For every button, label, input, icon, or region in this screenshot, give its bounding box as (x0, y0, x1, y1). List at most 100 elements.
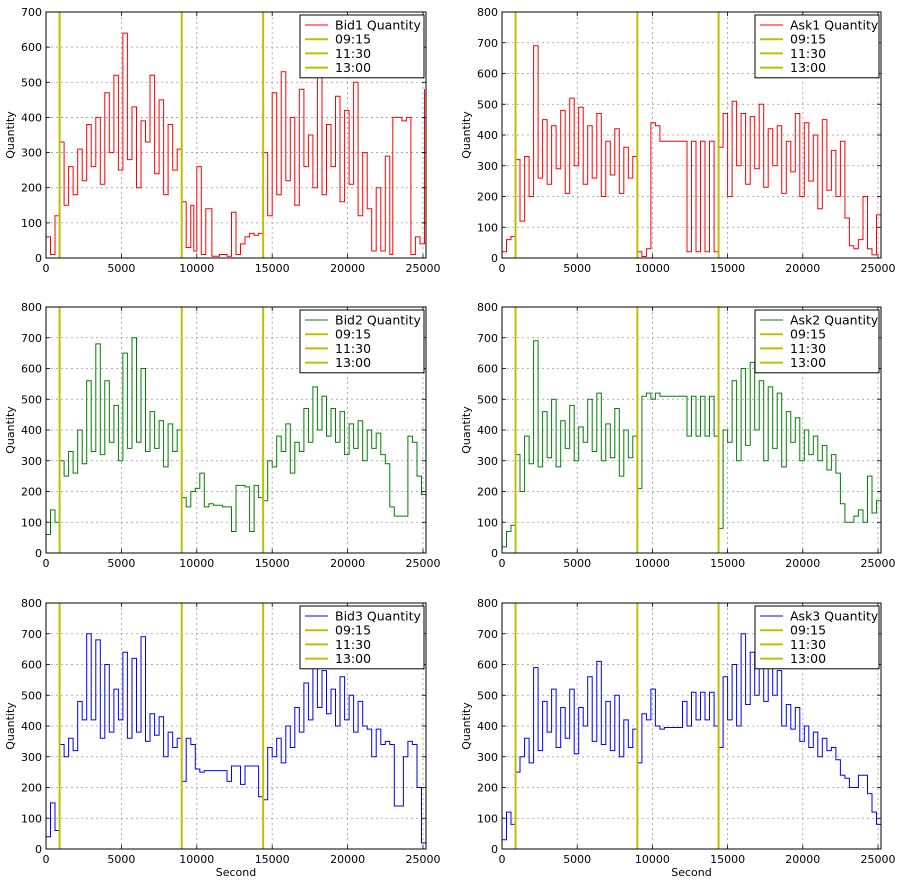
legend-label: 11:30 (790, 46, 826, 61)
y-tick-label: 500 (477, 689, 498, 702)
y-tick-label: 200 (21, 486, 42, 499)
series-line (46, 337, 427, 535)
x-tick-label: 0 (499, 262, 506, 275)
legend-label: 13:00 (335, 651, 371, 666)
y-tick-label: 300 (21, 751, 42, 764)
legend-label: 11:30 (335, 637, 371, 652)
chart-panel-2: 0 5000 10000 15000 20000 25000 0 100 200 300 400 50… (460, 6, 895, 275)
legend-label: Bid1 Quantity (335, 18, 422, 33)
series-line (502, 340, 882, 548)
x-tick-label: 5000 (563, 853, 591, 866)
y-tick-label: 200 (477, 782, 498, 795)
legend-label: Ask3 Quantity (790, 609, 879, 624)
y-tick-label: 700 (21, 6, 42, 19)
x-tick-label: 0 (499, 557, 506, 570)
y-tick-label: 500 (477, 393, 498, 406)
x-tick-label: 25000 (405, 557, 440, 570)
y-tick-label: 500 (477, 98, 498, 111)
y-tick-label: 100 (21, 217, 42, 230)
chart-panel-6: 0 5000 10000 15000 20000 25000 0 100 200 300 400 50… (460, 597, 895, 879)
legend-label: Bid2 Quantity (335, 313, 422, 328)
y-tick-label: 600 (21, 41, 42, 54)
x-axis-label: Second (671, 866, 711, 879)
series-line (46, 32, 425, 257)
legend-label: 11:30 (790, 637, 826, 652)
y-tick-label: 0 (491, 547, 498, 560)
y-tick-label: 100 (21, 812, 42, 825)
x-tick-label: 10000 (179, 853, 214, 866)
chart-panel-4: 0 5000 10000 15000 20000 25000 0 100 200 300 400 50… (460, 301, 895, 570)
legend-label: 09:15 (790, 327, 826, 342)
y-axis-label: Quantity (460, 111, 473, 159)
y-tick-label: 600 (21, 363, 42, 376)
y-tick-label: 800 (477, 597, 498, 610)
y-tick-label: 700 (21, 628, 42, 641)
x-tick-label: 10000 (179, 262, 214, 275)
x-tick-label: 15000 (255, 853, 290, 866)
y-tick-label: 700 (21, 332, 42, 345)
legend-label: 09:15 (335, 327, 371, 342)
x-tick-label: 25000 (860, 853, 895, 866)
legend-label: 09:15 (335, 623, 371, 638)
legend-label: 13:00 (790, 651, 826, 666)
legend-label: 11:30 (335, 341, 371, 356)
axes-frame (45, 11, 427, 259)
y-tick-label: 400 (477, 720, 498, 733)
x-tick-label: 5000 (107, 262, 135, 275)
x-tick-label: 10000 (635, 262, 670, 275)
y-tick-label: 100 (477, 221, 498, 234)
x-tick-label: 20000 (785, 853, 820, 866)
y-tick-label: 0 (35, 547, 42, 560)
y-axis-label: Quantity (460, 406, 473, 454)
chart-panel-5: 0 5000 10000 15000 20000 25000 0 100 200 300 400 50… (4, 597, 440, 879)
y-tick-label: 800 (21, 597, 42, 610)
y-tick-label: 400 (21, 111, 42, 124)
x-tick-label: 15000 (710, 853, 745, 866)
y-tick-label: 400 (21, 424, 42, 437)
y-tick-label: 200 (477, 486, 498, 499)
legend-label: 13:00 (335, 355, 371, 370)
x-tick-label: 15000 (255, 262, 290, 275)
chart-panel-3: 0 5000 10000 15000 20000 25000 0 100 200 300 400 50… (4, 301, 440, 570)
y-tick-label: 700 (477, 37, 498, 50)
legend-label: 09:15 (790, 32, 826, 47)
x-tick-label: 20000 (330, 262, 365, 275)
y-tick-label: 600 (21, 659, 42, 672)
y-tick-label: 0 (491, 252, 498, 265)
x-tick-label: 20000 (330, 557, 365, 570)
y-tick-label: 300 (477, 751, 498, 764)
y-tick-label: 0 (35, 252, 42, 265)
x-tick-label: 0 (43, 262, 50, 275)
x-tick-label: 25000 (405, 262, 440, 275)
y-tick-label: 0 (491, 843, 498, 856)
y-tick-label: 600 (477, 659, 498, 672)
y-tick-label: 400 (21, 720, 42, 733)
x-tick-label: 20000 (785, 557, 820, 570)
series-line (502, 45, 882, 257)
y-tick-label: 700 (477, 628, 498, 641)
y-tick-label: 0 (35, 843, 42, 856)
x-tick-label: 15000 (710, 557, 745, 570)
y-tick-label: 500 (21, 393, 42, 406)
y-tick-label: 600 (477, 363, 498, 376)
legend-label: 11:30 (790, 341, 826, 356)
y-tick-label: 100 (477, 516, 498, 529)
x-tick-label: 10000 (635, 853, 670, 866)
y-tick-label: 100 (477, 812, 498, 825)
y-tick-label: 800 (477, 6, 498, 19)
x-tick-label: 0 (43, 853, 50, 866)
legend-label: 13:00 (335, 60, 371, 75)
x-tick-label: 25000 (860, 557, 895, 570)
y-tick-label: 800 (21, 301, 42, 314)
legend-label: Ask2 Quantity (790, 313, 879, 328)
x-tick-label: 25000 (405, 853, 440, 866)
legend-label: Ask1 Quantity (790, 18, 879, 33)
x-tick-label: 20000 (785, 262, 820, 275)
y-tick-label: 100 (21, 516, 42, 529)
